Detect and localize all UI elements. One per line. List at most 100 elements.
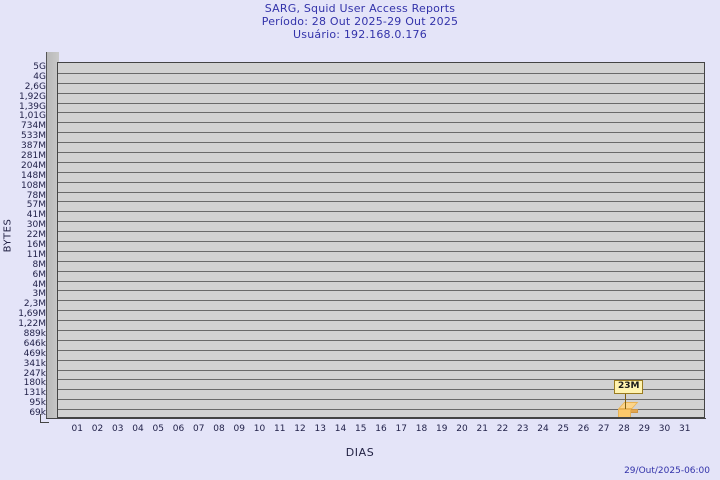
bar-side-face (631, 409, 638, 413)
gridline (58, 93, 704, 94)
chart-container: BYTES 5G 4G 2,6G 1,92G 1,39G 1,01G 734M 533M 387… (0, 52, 720, 442)
y-axis-tick-label: 78M (26, 190, 46, 201)
y-axis-tick-label: 1,69M (18, 309, 46, 320)
x-axis-tick-label: 27 (598, 424, 610, 434)
gridline (58, 201, 704, 202)
y-axis-tick-label: 8M (32, 259, 47, 270)
y-axis-tick-label: 30M (26, 220, 46, 231)
y-axis-tick-label: 734M (21, 121, 46, 132)
y-axis-tick-label: 469k (23, 348, 46, 359)
x-axis-tick-label: 03 (112, 424, 124, 434)
x-axis-tick-label: 26 (577, 424, 590, 434)
x-axis-tick-label: 22 (496, 424, 509, 434)
gridline (58, 251, 704, 252)
gridline (58, 152, 704, 153)
x-axis-tick-label: 16 (375, 424, 387, 434)
y-axis-tick-label: 57M (26, 200, 46, 211)
y-axis-tick-label: 148M (21, 170, 46, 181)
y-axis-tick-label: 95k (29, 398, 46, 409)
gridline (58, 241, 704, 242)
x-axis-tick-label: 12 (294, 424, 306, 434)
gridline (58, 310, 704, 311)
gridline (58, 261, 704, 262)
gridline (58, 231, 704, 232)
y-axis-tick-label: 1,01G (18, 111, 46, 122)
gridline (58, 83, 704, 84)
y-axis-tick-label: 11M (26, 249, 46, 260)
y-axis-tick-label: 131k (23, 388, 46, 399)
y-axis-tick-label: 22M (26, 230, 46, 241)
y-axis-tick-label: 1,39G (18, 101, 46, 112)
y-axis-tick-label: 108M (21, 180, 46, 191)
y-axis-tick-label: 4M (32, 279, 47, 290)
y-axis-tick-label: 533M (21, 131, 46, 142)
gridline (58, 350, 704, 351)
x-axis-tick-label: 21 (476, 424, 488, 434)
x-axis-tick-labels: 01 02 03 04 05 06 07 08 09 10 11 12 13 14 15 16 17 18 19 20… (57, 424, 705, 438)
x-axis-tick-label: 25 (557, 424, 569, 434)
y-axis-tick-label: 16M (26, 239, 46, 250)
gridline (58, 409, 704, 410)
x-axis-tick-label: 28 (618, 424, 630, 434)
gridline (58, 142, 704, 143)
x-axis-tick-label: 06 (172, 424, 185, 434)
y-axis-tick-label: 5G (33, 61, 46, 72)
x-axis-tick-label: 18 (415, 424, 428, 434)
x-axis-tick-label: 20 (456, 424, 468, 434)
report-header: SARG, Squid User Access Reports Período:… (0, 2, 720, 41)
gridline (58, 192, 704, 193)
gridline (58, 300, 704, 301)
y-axis-tick-label: 646k (23, 338, 46, 349)
report-period: Período: 28 Out 2025-29 Out 2025 (261, 15, 459, 28)
gridline (58, 271, 704, 272)
x-axis-tick-label: 11 (274, 424, 286, 434)
y-axis-tick-label: 341k (23, 358, 46, 369)
gridline (58, 132, 704, 133)
axis-corner (40, 414, 49, 423)
x-axis-tick-label: 01 (71, 424, 83, 434)
x-axis-tick-label: 29 (638, 424, 650, 434)
bar-top-face (618, 402, 639, 410)
gridline (58, 162, 704, 163)
x-axis-tick-label: 02 (91, 424, 104, 434)
gridline (58, 73, 704, 74)
x-axis-tick-label: 08 (213, 424, 225, 434)
y-axis-tick-label: 1,92G (18, 91, 46, 102)
x-axis-tick-label: 14 (334, 424, 347, 434)
gridline (58, 370, 704, 371)
x-axis-title: DIAS (345, 446, 375, 459)
bar-value-label: 23M (614, 380, 644, 395)
x-axis-tick-label: 04 (132, 424, 144, 434)
y-axis-tick-label: 3M (32, 289, 47, 300)
gridline (58, 182, 704, 183)
y-axis-tick-label: 180k (23, 378, 46, 389)
bar[interactable] (618, 63, 639, 417)
plot-area: 23M (57, 62, 705, 418)
gridline (58, 340, 704, 341)
gridline (58, 112, 704, 113)
x-axis-tick-label: 31 (679, 424, 691, 434)
x-axis-tick-label: 24 (537, 424, 549, 434)
x-axis-tick-label: 30 (658, 424, 671, 434)
y-axis-tick-label: 387M (21, 141, 46, 152)
x-axis-tick-label: 15 (355, 424, 367, 434)
y-axis-tick-label: 1,22M (18, 319, 46, 330)
gridline (58, 103, 704, 104)
x-axis-tick-label: 09 (233, 424, 245, 434)
bar-front-face (618, 409, 631, 417)
gridline (58, 281, 704, 282)
gridline (58, 320, 704, 321)
gridline (58, 172, 704, 173)
y-axis-tick-label: 281M (21, 150, 46, 161)
gridline (58, 389, 704, 390)
y-axis-tick-label: 41M (26, 210, 46, 221)
y-axis-tick-labels: 5G 4G 2,6G 1,92G 1,39G 1,01G 734M 533M 387M 281M 2… (8, 52, 46, 418)
x-axis-tick-label: 05 (152, 424, 164, 434)
y-axis-tick-label: 204M (21, 160, 46, 171)
gridline (58, 221, 704, 222)
gridline (58, 211, 704, 212)
gridline (58, 360, 704, 361)
bar-callout-stem (625, 393, 626, 410)
gridline (58, 122, 704, 123)
y-axis-tick-label: 2,3M (23, 299, 46, 310)
